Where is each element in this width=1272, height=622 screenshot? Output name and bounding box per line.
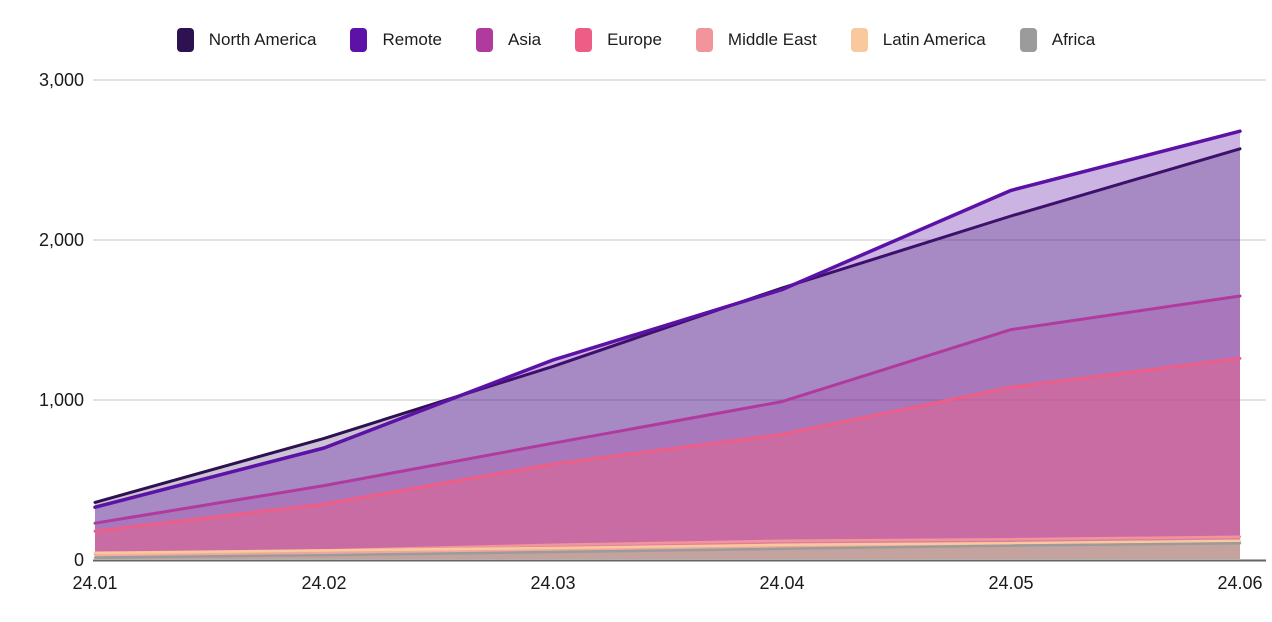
legend-swatch-middle-east (695, 28, 713, 52)
legend-swatch-europe (575, 28, 593, 52)
series-area-north-america (95, 148, 1240, 560)
x-tick-label: 24.01 (72, 573, 117, 593)
legend-label: North America (208, 30, 317, 49)
series-area-europe (95, 358, 1240, 559)
series-line-remote (93, 129, 1242, 509)
x-tick-label: 24.04 (759, 573, 804, 593)
legend-item-remote[interactable]: Remote (350, 28, 442, 52)
legend-label: Asia (508, 30, 542, 49)
y-tick-label: 1,000 (39, 390, 84, 410)
legend-item-latin-america[interactable]: Latin America (850, 28, 986, 52)
x-tick-label: 24.02 (301, 573, 346, 593)
legend-swatch-asia (476, 28, 494, 52)
y-tick-label: 3,000 (39, 70, 84, 90)
legend-label: Remote (382, 30, 443, 49)
legend-label: Europe (607, 30, 662, 49)
x-tick-label: 24.06 (1217, 573, 1262, 593)
legend-item-africa[interactable]: Africa (1019, 28, 1096, 52)
series-line-latin-america (93, 539, 1242, 555)
series-area-remote (95, 131, 1240, 559)
series-line-africa (93, 541, 1242, 559)
chart-legend: North America Remote Asia Europe Middle East… (0, 28, 1272, 52)
series-line-asia (93, 294, 1242, 525)
y-tick-label: 2,000 (39, 230, 84, 250)
legend-swatch-remote (350, 28, 368, 52)
legend-item-north-america[interactable]: North America (176, 28, 317, 52)
x-tick-label: 24.05 (988, 573, 1033, 593)
legend-item-middle-east[interactable]: Middle East (695, 28, 817, 52)
y-tick-label: 0 (74, 550, 84, 570)
legend-swatch-north-america (176, 28, 194, 52)
x-tick-label: 24.03 (530, 573, 575, 593)
series-line-europe (93, 356, 1242, 533)
legend-label: Latin America (882, 30, 986, 49)
legend-label: Middle East (727, 30, 817, 49)
legend-swatch-latin-america (850, 28, 868, 52)
legend-item-europe[interactable]: Europe (575, 28, 662, 52)
legend-label: Africa (1051, 30, 1096, 49)
series-line-north-america (93, 147, 1242, 504)
legend-swatch-africa (1019, 28, 1037, 52)
legend-item-asia[interactable]: Asia (476, 28, 541, 52)
